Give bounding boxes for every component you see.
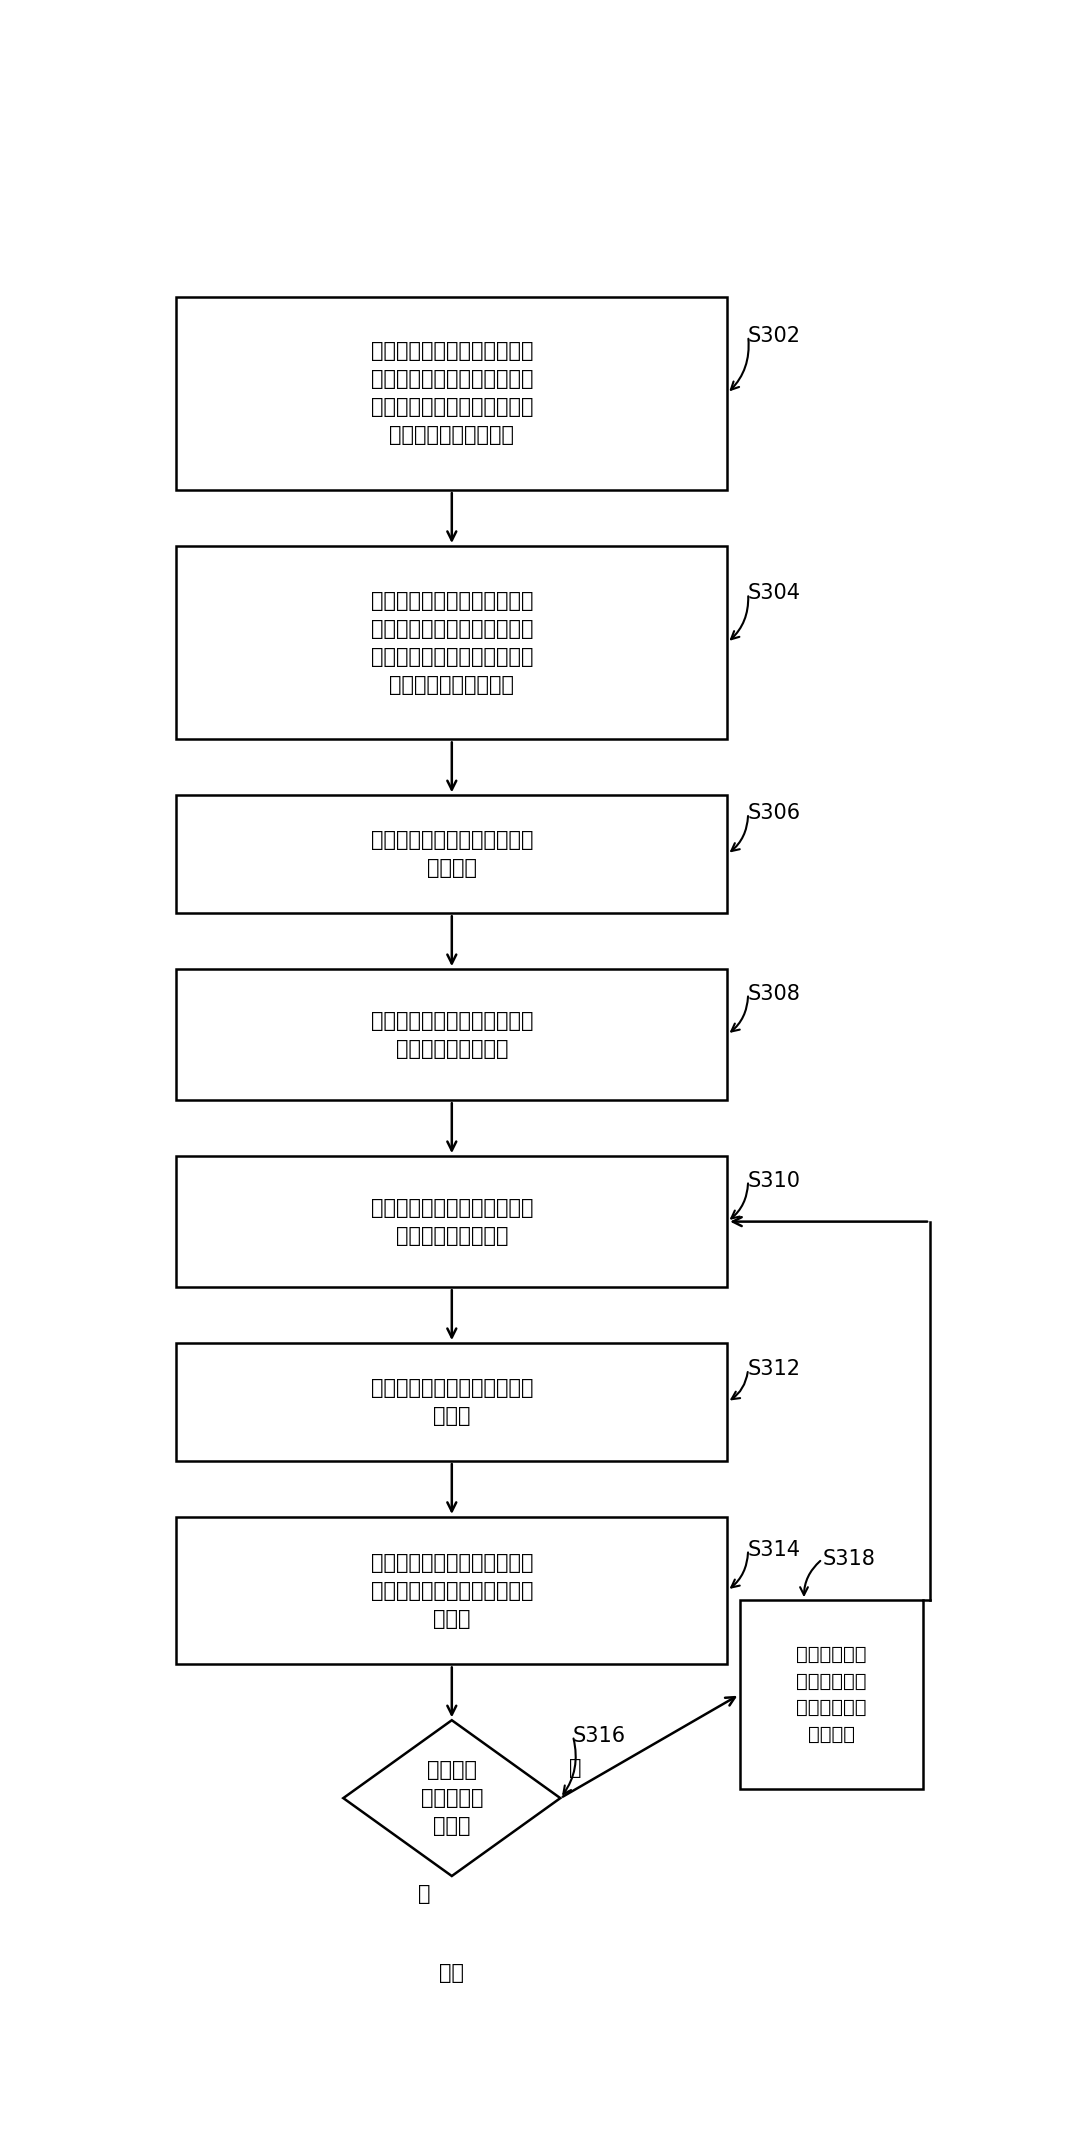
Text: S304: S304 (749, 584, 801, 603)
Bar (177, 794, 727, 914)
Bar (177, 1517, 727, 1664)
Bar (177, 1344, 727, 1461)
Text: 分别设置镂空图片、动态图片
和默认图片的堆叠顺序标识；
该堆叠顺序标识的大小与对应
图片的堆叠顺序相对应: 分别设置镂空图片、动态图片 和默认图片的堆叠顺序标识； 该堆叠顺序标识的大小与对… (370, 590, 533, 694)
Bar (360, 1932, 544, 2013)
Bar (177, 969, 727, 1101)
Text: 按照预设的时
间间隔，获取
下一个任务的
执行进度: 按照预设的时 间间隔，获取 下一个任务的 执行进度 (796, 1644, 867, 1744)
Text: S302: S302 (749, 326, 801, 345)
Text: 将动态图像移动至确定出的移
动位置: 将动态图像移动至确定出的移 动位置 (370, 1378, 533, 1425)
Bar (740, 1600, 923, 1789)
Text: S308: S308 (749, 984, 801, 1003)
Text: 按照预设的时间间隔，获取第
一个任务的执行进度: 按照预设的时间间隔，获取第 一个任务的执行进度 (370, 1010, 533, 1059)
Text: S314: S314 (749, 1540, 801, 1559)
Polygon shape (344, 1721, 560, 1877)
Text: 结束: 结束 (439, 1962, 464, 1983)
Bar (177, 296, 727, 490)
Text: 否: 否 (569, 1759, 582, 1779)
Text: 初始状态下，任务预设的默认
图片和镂空图片重合设置在容
器范围内；任务预设的动态图
片设置在容器范围之外: 初始状态下，任务预设的默认 图片和镂空图片重合设置在容 器范围内；任务预设的动态… (370, 341, 533, 445)
Text: S316: S316 (573, 1725, 626, 1747)
Text: 当接收到任务的执行指令时，
执行任务: 当接收到任务的执行指令时， 执行任务 (370, 831, 533, 878)
Text: S306: S306 (749, 803, 801, 822)
Text: 根据获取到的执行进度，确定
动态图片的移动位置: 根据获取到的执行进度，确定 动态图片的移动位置 (370, 1197, 533, 1246)
Bar (177, 545, 727, 739)
Text: S312: S312 (749, 1359, 801, 1380)
Text: S310: S310 (749, 1172, 801, 1191)
Text: 判断上述
任务是否执
行完毕: 判断上述 任务是否执 行完毕 (420, 1759, 484, 1836)
Text: 是: 是 (419, 1885, 431, 1904)
Text: S318: S318 (823, 1549, 876, 1570)
Bar (177, 1157, 727, 1287)
Text: 在显示区域内，根据堆叠顺序
显示镂空图片、动态图片和默
认图片: 在显示区域内，根据堆叠顺序 显示镂空图片、动态图片和默 认图片 (370, 1553, 533, 1629)
